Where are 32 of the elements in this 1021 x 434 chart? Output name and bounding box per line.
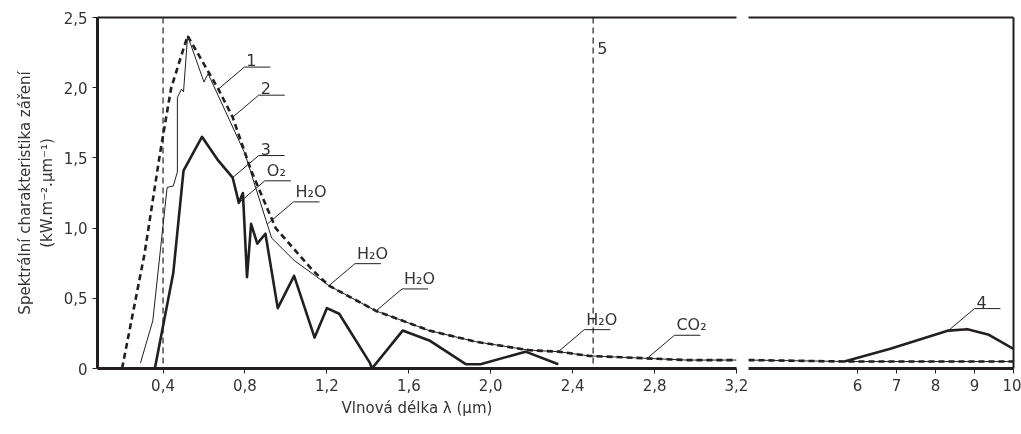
annotation: 1 [246,51,257,71]
annotation: H₂O [295,181,327,201]
x-tick-label: 1,2 [314,376,339,395]
annotation: H₂O [586,309,618,329]
x-tick-label: 2,4 [560,376,585,395]
y-tick-label: 2,5 [63,9,88,28]
x-tick-label: 6 [852,376,863,395]
x-tick-label: 10 [1002,376,1021,395]
x-tick-label: 2,8 [642,376,667,395]
annotation: 3 [260,139,271,159]
y-tick-label: 0,5 [63,290,88,309]
y-axis-title: Spektrální charakteristika záření (kW.m⁻².µm⁻¹) [16,70,56,315]
annotation: H₂O [404,268,436,288]
annotation: 5 [597,38,608,58]
annotation: 2 [260,79,271,99]
x-tick-label: 3,2 [724,376,749,395]
annotation: H₂O [356,243,388,263]
annotation: O₂ [266,160,286,180]
y-tick-label: 1,5 [63,149,88,168]
x-tick-label: 0,4 [151,376,175,395]
y-tick-label: 2,0 [63,79,88,98]
x-tick-label: 0,8 [233,376,257,395]
x-tick-label: 7 [891,376,902,395]
y-tick-label: 1,0 [63,220,88,239]
x-axis-title: Vlnová délka λ (µm) [341,398,493,417]
x-tick-label: 8 [930,376,941,395]
annotation: 4 [976,292,987,312]
x-tick-label: 1,6 [396,376,421,395]
x-tick-label: 2,0 [478,376,503,395]
annotation: CO₂ [676,315,707,335]
y-tick-label: 0 [77,360,88,379]
x-tick-label: 9 [969,376,980,395]
